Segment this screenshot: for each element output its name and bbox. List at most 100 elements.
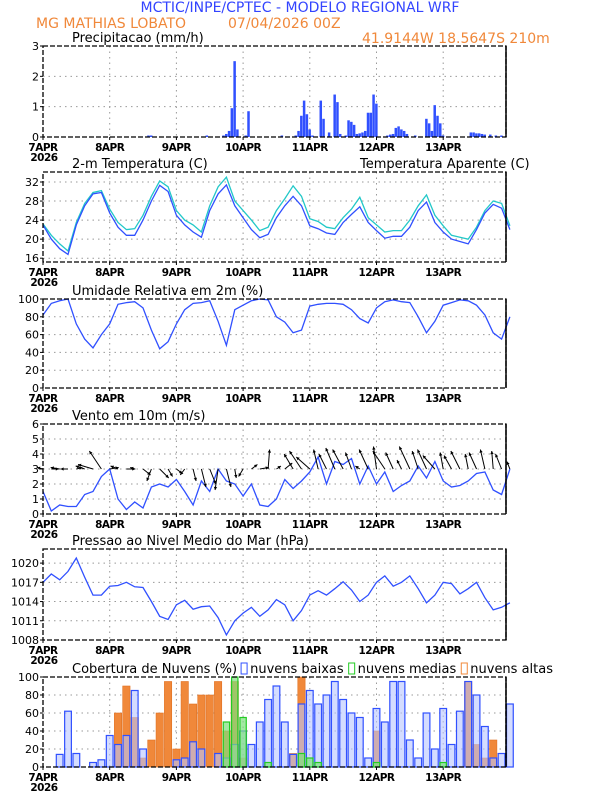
wind-arrowhead <box>238 473 242 477</box>
wind-vector <box>372 450 386 470</box>
wind-title: Vento em 10m (m/s) <box>72 409 205 424</box>
precip-bar <box>222 135 225 137</box>
wind-arrowhead <box>213 486 218 490</box>
cloud-bar-medium <box>222 721 231 768</box>
precip-bar <box>369 112 373 137</box>
cloud-bar-low <box>97 759 106 768</box>
x-tick-label: 8APR <box>95 772 125 784</box>
precip-bar <box>236 129 239 137</box>
wind-vector <box>417 449 427 470</box>
cloud-bar-low <box>414 757 423 768</box>
y-tick-label: 1 <box>32 101 39 114</box>
y-tick-label: 2 <box>32 70 39 83</box>
y-tick-label: 0 <box>32 131 39 144</box>
x-tick-label: 11APR <box>292 519 328 531</box>
cloud-bar-medium <box>314 761 322 768</box>
cloud-bar-medium <box>297 752 306 768</box>
header-title: MCTIC/INPE/CPTEC - MODELO REGIONAL WRF <box>141 0 460 16</box>
wind-arrowhead <box>372 451 376 455</box>
y-tick-label: 100 <box>18 293 39 306</box>
wind-arrowhead <box>146 477 150 481</box>
wind-arrowhead <box>193 477 197 481</box>
cloud-bar-low <box>197 748 206 768</box>
precip-bar <box>489 134 492 137</box>
precip-bar <box>233 61 236 137</box>
medium-clouds-legend: nuvens medias <box>358 662 457 677</box>
precip-bar <box>363 130 367 137</box>
precip-bar <box>350 121 353 137</box>
x-tick-label: 10APR <box>225 645 261 657</box>
wind-arrowhead <box>312 449 316 453</box>
cloud-bar-low <box>455 710 464 768</box>
y-tick-label: 24 <box>25 214 39 227</box>
wind-arrowhead <box>180 471 184 475</box>
station-name: MG MATHIAS LOBATO <box>36 16 186 32</box>
cloud-bar-medium <box>230 676 239 768</box>
cloud-bar-low <box>480 725 489 768</box>
precip-bar <box>414 135 417 137</box>
precip-bar <box>366 112 370 137</box>
precip-bar <box>394 127 398 137</box>
cloud-bar-low <box>364 757 373 768</box>
high-clouds-legend: nuvens altas <box>470 662 553 677</box>
cloud-bar-high <box>164 681 173 768</box>
y-tick-label: 40 <box>25 346 39 359</box>
wind-arrowhead <box>50 466 54 470</box>
precip-bar <box>230 108 234 137</box>
precip-bar <box>336 102 339 137</box>
medium-clouds-legend-swatch <box>348 662 356 675</box>
precip-bar <box>433 105 436 137</box>
cloud-bar-low <box>330 680 339 768</box>
precip-bar <box>436 115 439 137</box>
precip-bar <box>391 133 395 137</box>
precip-bar <box>327 132 331 137</box>
precip-bar <box>344 135 348 137</box>
y-tick-label: 40 <box>25 725 39 738</box>
cloud-bar-low <box>339 698 348 768</box>
cloud-bar-low <box>122 734 131 768</box>
precip-bar <box>347 120 350 137</box>
y-tick-label: 100 <box>18 671 39 684</box>
wind-arrowhead <box>284 454 288 458</box>
cloud-bar-low <box>472 694 481 768</box>
x-year-label: 2026 <box>30 403 57 415</box>
wind-arrowhead <box>169 473 173 477</box>
cloud-bar-medium <box>372 761 381 768</box>
wind-vector <box>313 449 319 470</box>
wind-vector <box>200 468 207 488</box>
wind-arrowhead <box>444 455 447 459</box>
x-tick-label: 9APR <box>162 645 192 657</box>
low-clouds-legend: nuvens baixas <box>250 662 344 677</box>
y-tick-label: 60 <box>25 707 39 720</box>
precip-bar <box>483 134 486 137</box>
cloud-bar-low <box>289 753 298 768</box>
wind-vector <box>325 447 336 470</box>
precip-bar <box>439 123 442 137</box>
y-tick-label: 3 <box>32 40 39 53</box>
precip-bar <box>147 135 150 137</box>
wind-panel: 0 1 2 3 4 5 6 7APR 8APR 9APR 10APR 11APR 12APR 13APR 2… <box>28 409 511 541</box>
x-year-label: 2026 <box>30 152 57 164</box>
y-tick-label: 1 <box>32 493 39 506</box>
pressure-title: Pressao ao Nivel Medio do Mar (hPa) <box>72 534 309 549</box>
wind-arrowhead <box>203 483 207 487</box>
y-tick-label: 2 <box>32 478 39 491</box>
precip-bar <box>475 133 478 137</box>
x-tick-label: 9APR <box>162 267 192 279</box>
x-tick-label: 9APR <box>162 393 192 405</box>
precip-bar <box>333 94 336 137</box>
precip-bar <box>361 132 364 137</box>
wind-arrowhead <box>60 467 64 471</box>
cloud-bar-low <box>180 757 189 768</box>
x-year-label: 2026 <box>30 782 57 792</box>
y-tick-label: 1014 <box>11 596 39 609</box>
y-tick-label: 1008 <box>11 634 39 647</box>
x-tick-label: 10APR <box>225 393 261 405</box>
x-tick-label: 12APR <box>358 393 394 405</box>
wind-arrowhead <box>479 449 483 453</box>
wind-vector <box>372 446 377 470</box>
cloud-bar-low <box>347 712 356 768</box>
y-tick-label: 6 <box>32 418 39 431</box>
wind-arrowhead <box>468 452 472 456</box>
